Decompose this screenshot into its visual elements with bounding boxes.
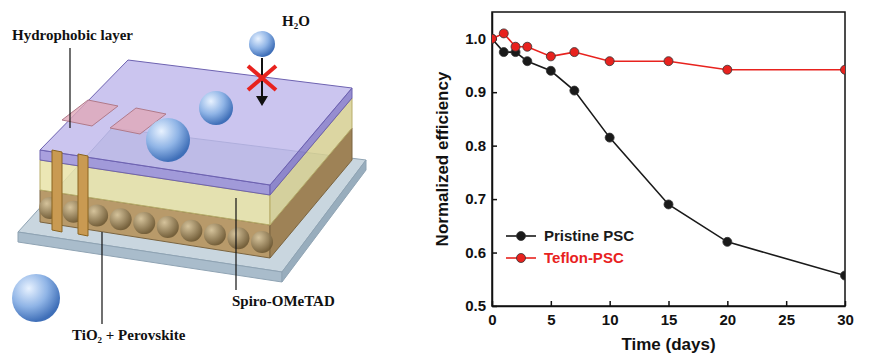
tick: 5 [547,301,555,328]
leader-line [69,48,70,128]
data-point [841,65,846,74]
data-point [523,57,532,66]
data-point [523,42,532,51]
tick-label: 15 [661,311,678,328]
device-diagram: Hydrophobic layer H₂O Spiro-OMeTAD TiO₂ + P… [12,13,366,343]
tick-mark [492,145,497,147]
legend-marker [517,254,526,263]
tick-label: 5 [547,311,555,328]
electrode [52,150,62,232]
tick-label: 0.6 [465,244,486,261]
data-point [605,133,614,142]
tick-label: 0.7 [465,190,486,207]
perovskite-bead [251,231,273,253]
data-point [664,57,673,66]
water-droplet [12,274,60,322]
data-point [723,65,732,74]
legend-label: Pristine PSC [544,227,634,244]
tick-mark [492,252,497,254]
data-point [570,86,579,95]
tick-label: 20 [719,311,736,328]
data-point [492,34,497,43]
water-droplet [249,31,275,57]
tick-label: 0.8 [465,137,486,154]
perovskite-bead [86,205,108,227]
legend-marker [517,232,526,241]
tick: 0.7 [465,190,497,207]
tick: 0.6 [465,244,497,261]
chart: 0 5 10 15 20 25 30 0.5 0.6 0.7 0.8 0.9 1.0 Time (days… [433,12,854,354]
label-water: H₂O [282,13,310,29]
tick-mark [845,301,847,306]
perovskite-bead [133,212,155,234]
perovskite-bead [204,223,226,245]
block-mark [248,66,276,90]
data-point [499,48,508,57]
y-axis-title: Normalized efficiency [433,71,452,246]
tick-mark [492,306,497,308]
tick: 10 [602,301,619,328]
water-droplet [199,91,233,125]
data-point [723,237,732,246]
label-spiro: Spiro-OMeTAD [232,293,335,309]
tick-mark [668,301,670,306]
axis-line [492,13,494,307]
tick-label: 10 [602,311,619,328]
plot-area [492,29,845,280]
tick-mark [727,301,729,306]
tick-mark [551,301,553,306]
tick: 15 [661,301,678,328]
data-point [546,52,555,61]
data-point [605,57,614,66]
plot-frame [492,12,845,306]
data-point [546,66,555,75]
tick-label: 25 [778,311,795,328]
tick: 0.8 [465,137,497,154]
tick: 0.5 [465,297,497,314]
tick-label: 1.0 [465,30,486,47]
tick-label: 0.9 [465,83,486,100]
x-axis-title: Time (days) [621,335,715,354]
series-line [492,39,845,276]
data-point [511,42,520,51]
x-axis: 0 5 10 15 20 25 30 [488,301,854,328]
label-perovskite: TiO₂ + Perovskite [72,327,186,343]
data-point [492,34,497,43]
label-hydrophobic: Hydrophobic layer [12,27,133,43]
leader-line [101,232,102,324]
tick-label: 0 [488,311,496,328]
series-line [492,33,845,69]
tick: 30 [837,301,854,328]
data-point [499,29,508,38]
water-droplet [146,118,190,162]
arrow-head [256,96,268,106]
tick-mark [492,92,497,94]
data-point [664,200,673,209]
data-point [841,271,846,280]
perovskite-bead [157,216,179,238]
electrode [78,154,88,236]
legend-label: Teflon-PSC [544,249,624,266]
perovskite-bead [180,220,202,242]
tick: 20 [719,301,736,328]
tick: 1.0 [465,30,497,47]
tick-mark [492,199,497,201]
block-mark [248,66,276,90]
perovskite-bead [227,227,249,249]
tick-label: 0.5 [465,297,486,314]
figure: Hydrophobic layer H₂O Spiro-OMeTAD TiO₂ + P… [0,0,869,364]
legend: Pristine PSC Teflon-PSC [506,227,634,266]
tick: 0.9 [465,83,497,100]
leader-line [235,198,236,290]
y-axis: 0.5 0.6 0.7 0.8 0.9 1.0 [465,13,497,315]
data-point [570,48,579,57]
tick-mark [786,301,788,306]
perovskite-bead [110,208,132,230]
tick: 25 [778,301,795,328]
tick-mark [609,301,611,306]
tick-label: 30 [837,311,854,328]
